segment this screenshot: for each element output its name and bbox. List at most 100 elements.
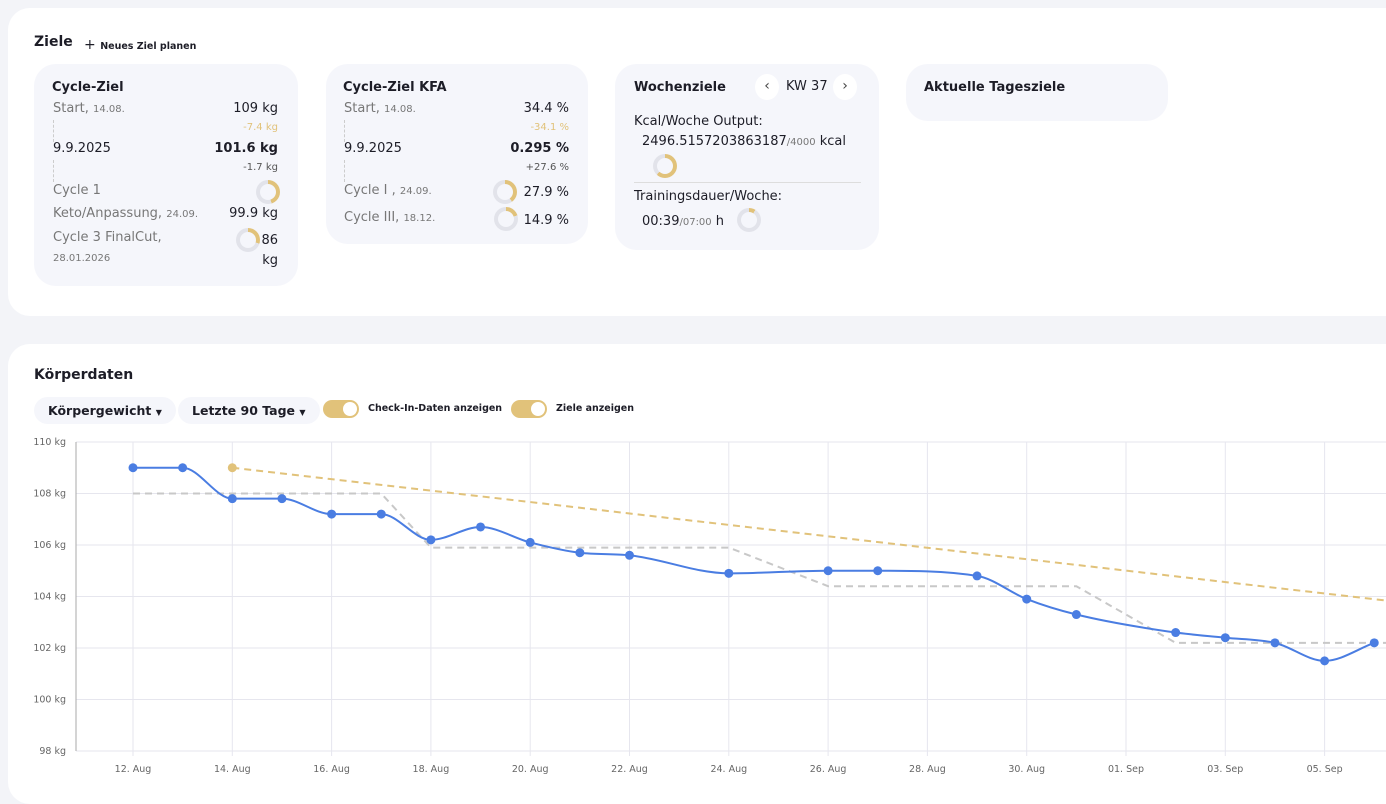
weight-point	[178, 463, 188, 473]
goals-toggle-label: Ziele anzeigen	[556, 403, 635, 414]
weight-point	[724, 568, 734, 578]
caret-down-icon: ▼	[299, 408, 306, 417]
weight-point	[426, 535, 436, 545]
x-tick-label: 30. Aug	[1008, 764, 1045, 775]
start-label: Start,	[344, 101, 380, 116]
x-tick-label: 03. Sep	[1207, 764, 1243, 775]
x-tick-label: 20. Aug	[512, 764, 549, 775]
y-tick-label: 104 kg	[33, 592, 66, 603]
start-date: 14.08.	[384, 104, 416, 115]
next-week-button[interactable]: ›	[833, 74, 857, 100]
weight-point	[327, 509, 337, 519]
weight-chart[interactable]: 98 kg 100 kg 102 kg 104 kg 106 kg 108 kg 110 k…	[0, 430, 1386, 779]
target-value: 99.9 kg	[229, 206, 278, 221]
training-value: 00:39	[642, 214, 680, 229]
goals-title: Ziele	[34, 34, 73, 50]
progress-ring-icon	[494, 207, 518, 231]
diff: -34.1 %	[530, 122, 569, 133]
y-tick-label: 102 kg	[33, 643, 66, 654]
weight-point	[277, 494, 287, 504]
weight-point	[1171, 628, 1181, 638]
checkin-toggle-label: Check-In-Daten anzeigen	[368, 403, 503, 414]
x-tick-label: 24. Aug	[710, 764, 747, 775]
x-tick-label: 28. Aug	[909, 764, 946, 775]
weight-point	[376, 509, 386, 519]
weight-point	[972, 571, 982, 581]
divider	[53, 160, 54, 182]
range-label: Letzte 90 Tage	[192, 403, 296, 418]
kfa-goal-card[interactable]: Cycle-Ziel KFA Start, 14.08. 34.4 % -34.…	[326, 64, 588, 244]
weight-point	[1369, 638, 1379, 648]
start-value: 34.4 %	[523, 101, 569, 116]
weight-point	[128, 463, 138, 473]
target-date: 18.12.	[403, 213, 436, 224]
range-dropdown[interactable]: Letzte 90 Tage ▼	[178, 397, 320, 424]
target-value: 14.9 %	[523, 213, 569, 228]
target-unit: kg	[262, 253, 278, 268]
y-tick-label: 110 kg	[33, 437, 66, 448]
new-goal-button[interactable]: + Neues Ziel planen	[84, 37, 197, 53]
card-title: Aktuelle Tagesziele	[924, 80, 1066, 95]
progress-ring-icon	[493, 180, 517, 204]
target-name: Keto/Anpassung,	[53, 206, 163, 221]
weight-line	[133, 466, 1375, 662]
target-date: 24.09.	[399, 186, 432, 197]
weight-point	[476, 522, 486, 532]
divider	[53, 120, 54, 142]
plus-icon: +	[84, 37, 101, 53]
checkin-toggle[interactable]	[323, 400, 359, 418]
x-tick-label: 18. Aug	[413, 764, 450, 775]
caret-down-icon: ▼	[155, 408, 162, 417]
metric-label: Körpergewicht	[48, 403, 152, 418]
progress-ring-icon	[737, 208, 761, 232]
x-tick-label: 05. Sep	[1307, 764, 1343, 775]
week-label: KW 37	[786, 79, 828, 94]
goal-line	[232, 466, 1386, 602]
current-value: 101.6 kg	[214, 141, 278, 156]
progress-ring-icon	[653, 154, 677, 178]
divider	[344, 120, 345, 142]
training-label: Trainingsdauer/Woche:	[634, 189, 783, 204]
divider	[634, 182, 861, 183]
diff: +27.6 %	[525, 162, 569, 173]
goal-point	[227, 463, 237, 473]
card-title: Cycle-Ziel KFA	[343, 80, 447, 95]
weekly-goals-card: Wochenziele ‹ KW 37 › Kcal/Woche Output:…	[615, 64, 879, 250]
y-tick-label: 106 kg	[33, 540, 66, 551]
weight-point	[1270, 638, 1280, 648]
start-date: 14.08.	[93, 104, 125, 115]
x-tick-label: 12. Aug	[115, 764, 152, 775]
card-title: Wochenziele	[634, 80, 726, 95]
weight-point	[1320, 656, 1330, 666]
weight-point	[525, 537, 535, 547]
x-tick-label: 14. Aug	[214, 764, 251, 775]
goals-toggle[interactable]	[511, 400, 547, 418]
metric-dropdown[interactable]: Körpergewicht ▼	[34, 397, 176, 424]
kcal-unit: kcal	[819, 134, 846, 149]
diff: -7.4 kg	[243, 122, 278, 133]
body-data-title: Körperdaten	[34, 367, 134, 383]
diff: -1.7 kg	[243, 162, 278, 173]
weight-point	[1022, 594, 1032, 604]
divider	[344, 160, 345, 182]
weight-point	[575, 548, 585, 558]
checkin-goal-line	[133, 492, 1386, 644]
start-value: 109 kg	[233, 101, 278, 116]
prev-week-button[interactable]: ‹	[755, 74, 779, 100]
progress-ring-icon	[256, 180, 280, 204]
current-date: 9.9.2025	[53, 141, 111, 156]
target-date: 24.09.	[166, 209, 199, 220]
training-target: /07:00	[679, 217, 712, 228]
y-tick-label: 100 kg	[33, 695, 66, 706]
chevron-left-icon: ‹	[764, 78, 770, 94]
current-value: 0.295 %	[510, 141, 569, 156]
target-name: Cycle 1	[53, 183, 101, 198]
target-name: Cycle III,	[344, 210, 400, 225]
target-value: 86	[261, 233, 278, 248]
weight-point	[1071, 610, 1081, 620]
target-name: Cycle 3 FinalCut,	[53, 230, 162, 245]
target-value: 27.9 %	[523, 185, 569, 200]
cycle-goal-card[interactable]: Cycle-Ziel Start, 14.08. 109 kg -7.4 kg …	[34, 64, 298, 286]
x-tick-label: 22. Aug	[611, 764, 648, 775]
x-tick-label: 26. Aug	[810, 764, 847, 775]
